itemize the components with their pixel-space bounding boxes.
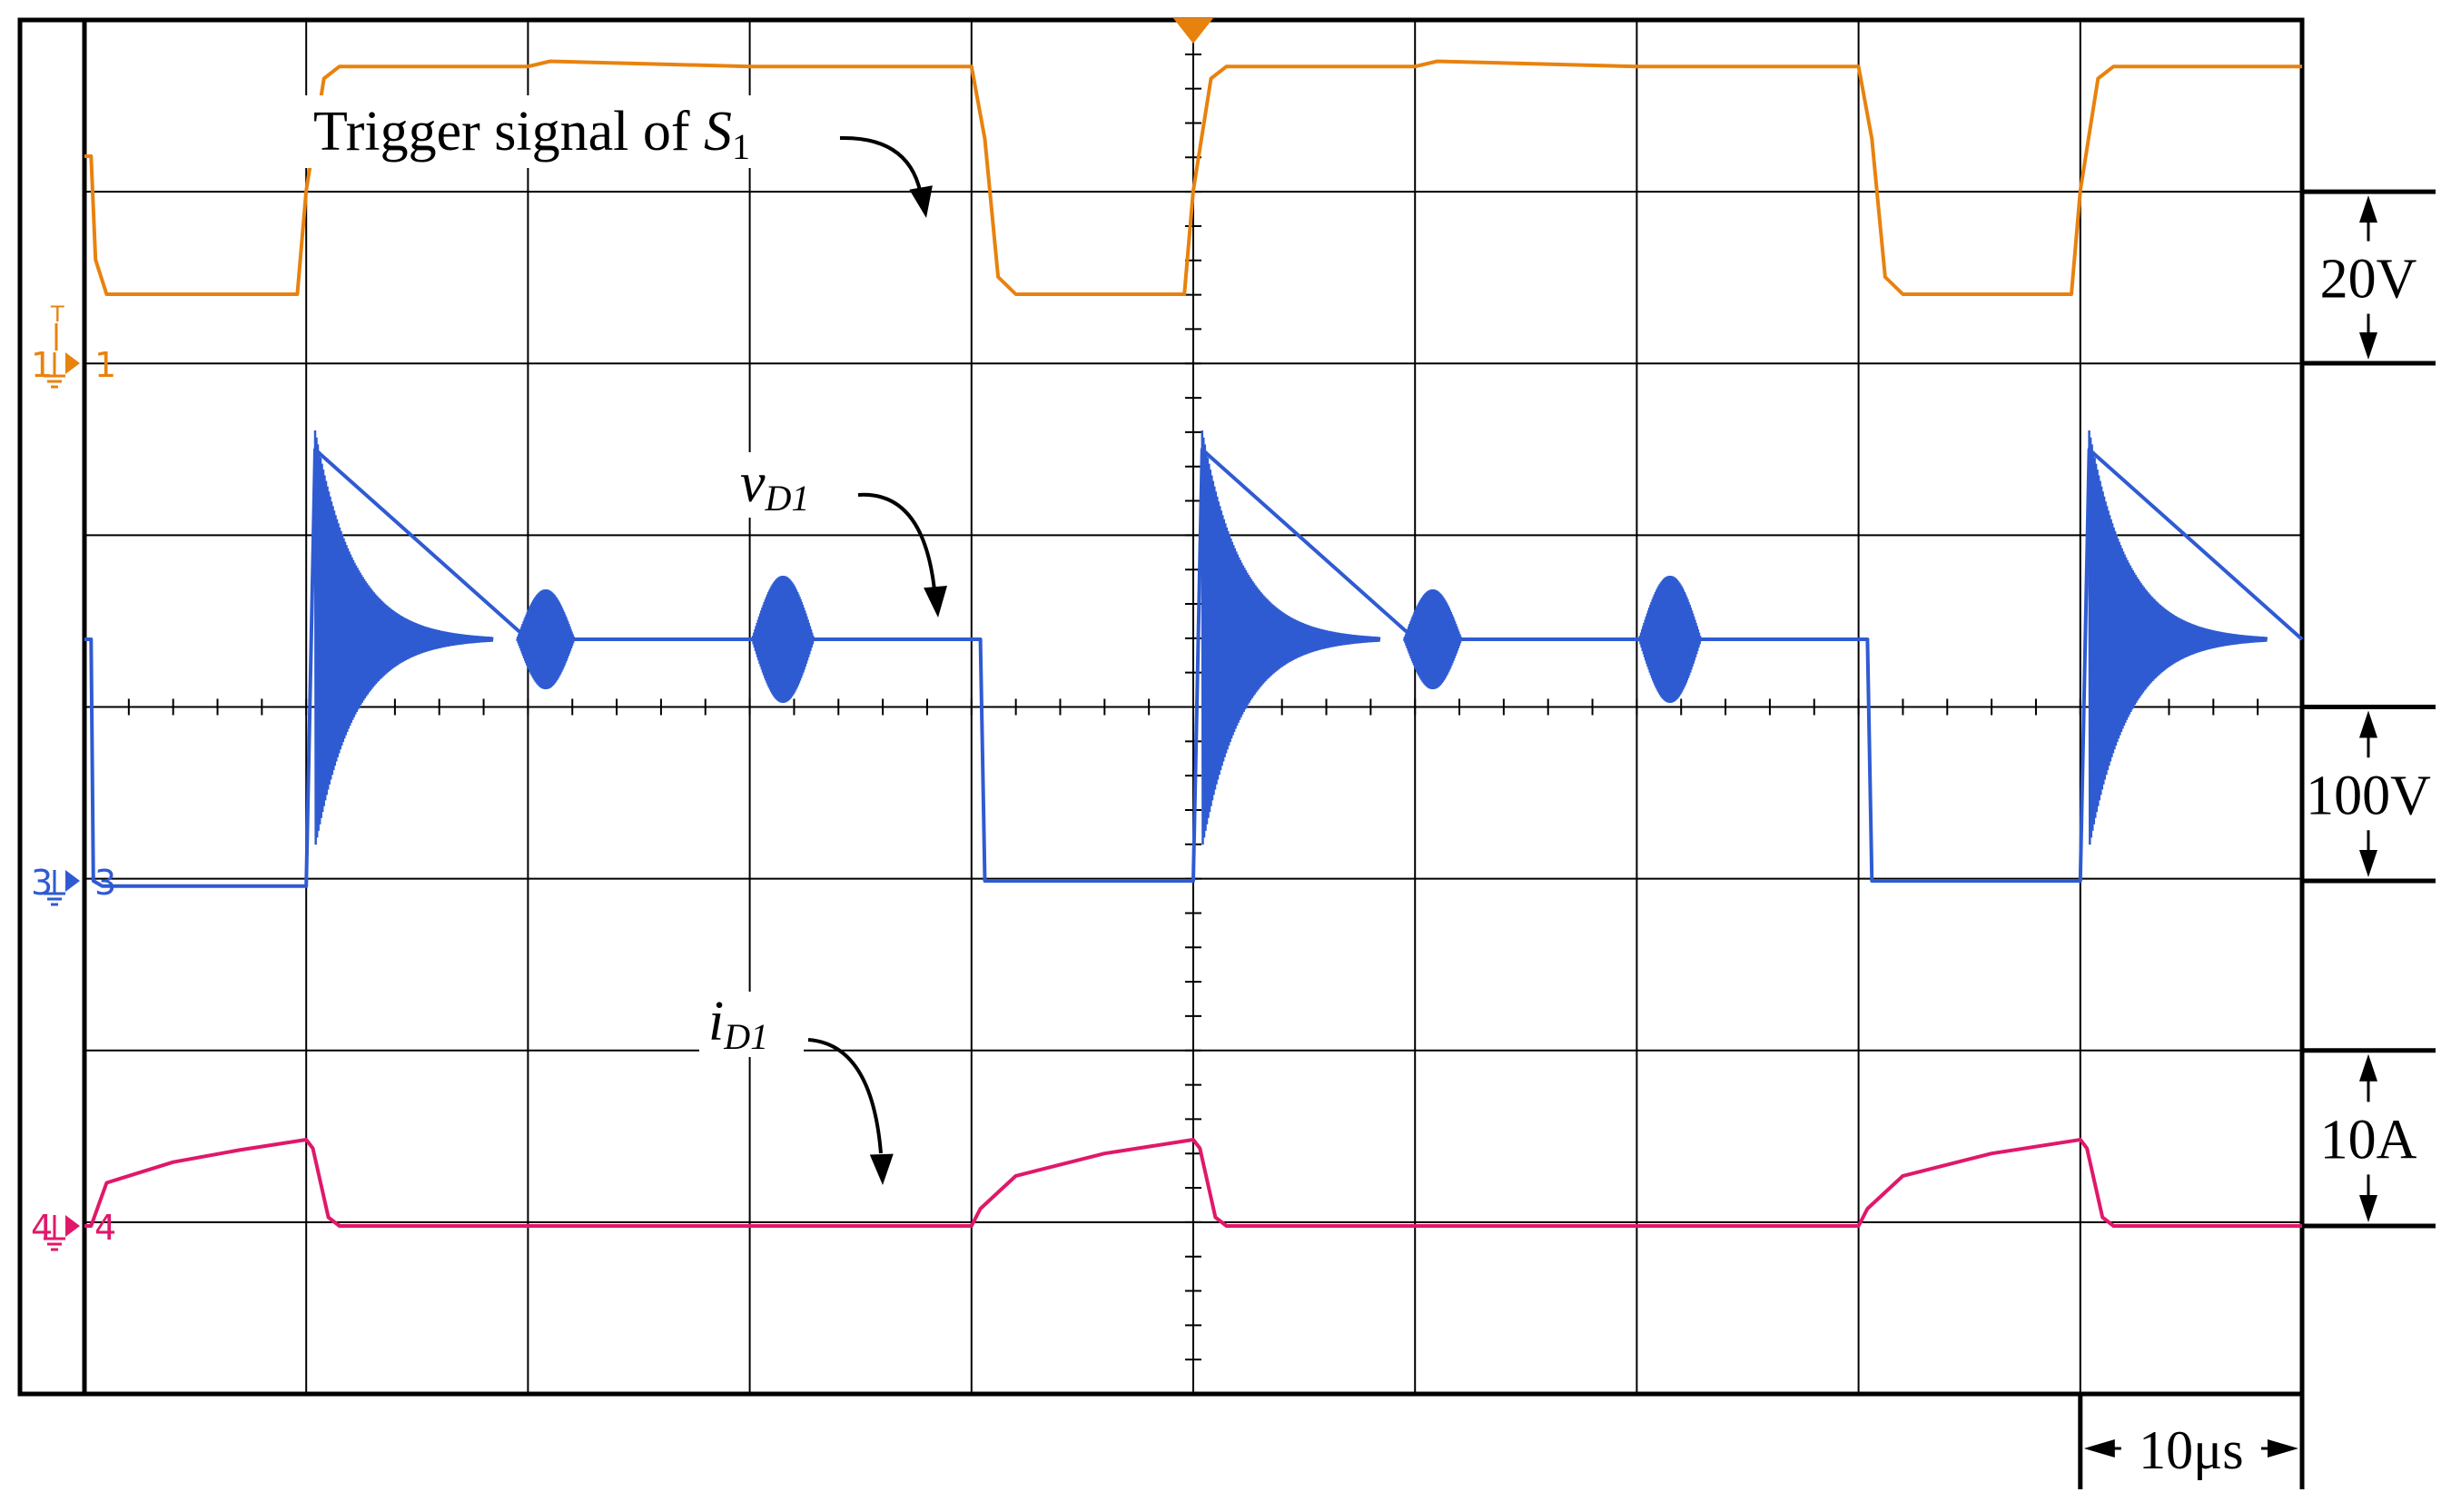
arrow-head-icon: [869, 1153, 894, 1185]
label-symbol: S: [704, 101, 732, 163]
waveform-ch4: [84, 1138, 2302, 1228]
ringing-burst-vD1-1: [750, 575, 815, 704]
label-trigger-signal: Trigger signal of S1: [304, 95, 933, 218]
grid: [17, 17, 2305, 1397]
channel-number: 4: [94, 1208, 116, 1248]
label-iD1-text: iD1: [708, 991, 768, 1057]
waveforms: [84, 59, 2304, 1228]
channel-arrow-icon: [65, 352, 80, 374]
arrow-line: [839, 135, 924, 201]
label-symbol: i: [708, 991, 724, 1052]
label-vD1-text: vD1: [740, 452, 809, 519]
ringing-small-vD1-2: [1402, 588, 1463, 690]
arrow-line: [807, 1038, 883, 1154]
trigger-position-marker: [1173, 18, 1213, 44]
scale-bar-label: 10A: [2320, 1109, 2417, 1171]
arrow-line: [857, 492, 937, 600]
channel-number: 3: [94, 863, 116, 903]
scale-bars: 20V 100V 10A 10μs: [2078, 189, 2436, 1489]
arrow-left-icon: [2083, 1439, 2115, 1458]
ringing-vD1-1: [313, 430, 494, 845]
label-trigger-signal-text: Trigger signal of S1: [313, 101, 750, 167]
arrow-head-icon: [909, 185, 933, 218]
label-text: Trigger signal of: [313, 101, 704, 163]
channel-number: 1: [94, 345, 116, 385]
arrow-up-icon: [2359, 195, 2377, 223]
arrow-head-icon: [924, 586, 947, 618]
ringing-small-vD1-1: [516, 588, 576, 690]
arrow-down-icon: [2359, 332, 2377, 360]
label-vD1: vD1: [726, 452, 947, 618]
channel-ground-number: 1: [31, 345, 53, 385]
scale-bar-label: 100V: [2306, 765, 2431, 826]
channel-arrow-icon: [65, 870, 80, 892]
channel-markers: 1 1T3 34 4: [31, 301, 116, 1251]
label-background: [699, 992, 804, 1057]
arrow-right-icon: [2268, 1439, 2298, 1458]
channel-ground-number: 4: [31, 1208, 53, 1248]
scale-bar-ch3: 100V: [2302, 705, 2436, 884]
scale-bar-label: 20V: [2320, 249, 2417, 311]
scale-bar-ch4: 10A: [2302, 1048, 2436, 1229]
scale-bar-ch1: 20V: [2302, 189, 2436, 366]
label-subscript: 1: [732, 126, 750, 167]
arrow-down-icon: [2359, 1195, 2377, 1222]
waveform-ch3: [84, 448, 2304, 888]
label-subscript: D1: [765, 478, 810, 519]
channel-arrow-icon: [65, 1215, 80, 1237]
arrow-up-icon: [2359, 1053, 2377, 1082]
arrow-up-icon: [2359, 710, 2377, 738]
waveform-ch1: [84, 59, 2302, 296]
time-scale-bar: 10μs: [2078, 1394, 2305, 1489]
label-symbol: v: [740, 452, 766, 514]
label-background: [304, 95, 822, 168]
arrow-down-icon: [2359, 850, 2377, 877]
label-iD1: iD1: [699, 991, 894, 1185]
label-background: [726, 452, 835, 518]
channel-marker-ch1: 1 1 T: [31, 301, 116, 389]
time-scale-label: 10μs: [2139, 1420, 2244, 1480]
ringing-vD1-2: [1201, 430, 1381, 845]
trigger-position-icon: [1173, 18, 1213, 44]
ringing-burst-vD1-2: [1637, 575, 1703, 704]
label-subscript: D1: [723, 1016, 768, 1057]
channel-ground-number: 3: [31, 863, 53, 903]
ringing-vD1-3: [2088, 430, 2268, 845]
trigger-level-marker: T: [50, 301, 64, 327]
